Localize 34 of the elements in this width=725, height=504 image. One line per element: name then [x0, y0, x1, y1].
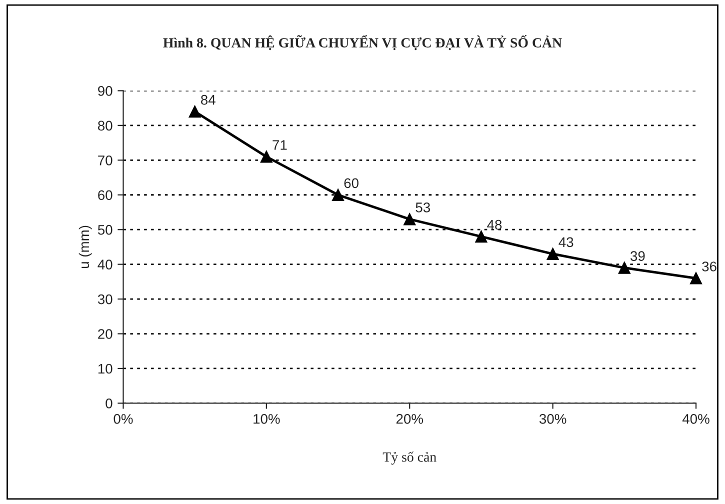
data-label: 71: [272, 140, 287, 150]
data-label: 48: [487, 220, 502, 230]
data-label: 43: [558, 237, 574, 248]
point: [332, 188, 344, 201]
point: [546, 248, 559, 260]
y-tick-label: 0: [106, 398, 112, 408]
data-label: 39: [630, 251, 645, 261]
data-label: 36: [702, 262, 716, 272]
x-axis-title: Tỷ số cản: [382, 452, 436, 465]
y-tick-label: 90: [98, 86, 112, 96]
x-tick-label: 30%: [539, 414, 566, 424]
data-label: 53: [416, 202, 430, 212]
y-tick-label: 30: [98, 294, 112, 304]
y-tick-label: 10: [98, 364, 112, 374]
x-tick-label: 10%: [254, 414, 280, 424]
y-tick-label: 70: [98, 155, 112, 166]
x-tick-label: 0%: [114, 414, 133, 424]
x-tick-label: 40%: [682, 414, 710, 424]
chart-title: Hình 8. QUAN HỆ GIỮA CHUYỂN VỊ CỰC ĐẠI VÀ TỶ SỐ CẢN: [163, 35, 562, 50]
y-tick-label: 80: [98, 120, 112, 131]
point: [618, 262, 630, 274]
point: [188, 105, 201, 118]
y-tick-label: 50: [98, 224, 112, 235]
data-label: 84: [201, 94, 216, 105]
y-tick-label: 60: [98, 190, 112, 200]
point: [475, 230, 488, 243]
y-tick-label: 40: [98, 260, 112, 270]
data-label: 60: [344, 178, 358, 188]
y-axis-title: u (mm): [78, 226, 92, 268]
point: [260, 150, 273, 163]
point: [404, 213, 416, 226]
x-tick-label: 20%: [396, 414, 424, 424]
y-tick-label: 20: [98, 329, 112, 339]
point: [690, 272, 702, 284]
